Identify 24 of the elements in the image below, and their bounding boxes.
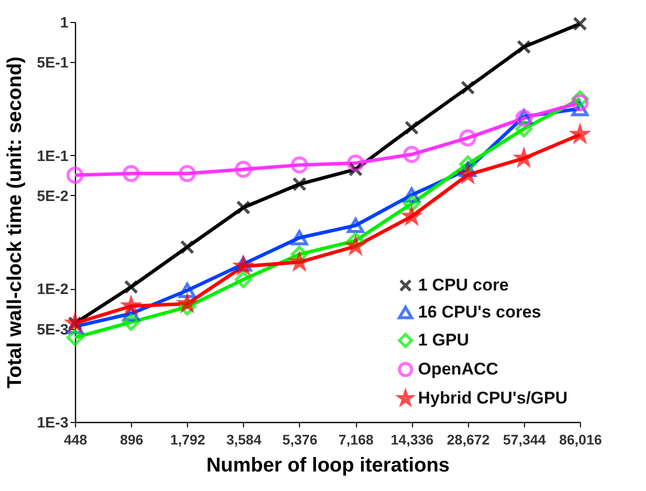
y-tick-label: 1 bbox=[60, 14, 68, 32]
x-tick-label: 28,672 bbox=[446, 432, 490, 448]
x-tick-label: 57,344 bbox=[502, 432, 546, 448]
y-tick-label: 1E-3 bbox=[36, 414, 68, 432]
legend-label: 1 CPU core bbox=[418, 276, 509, 294]
x-tick-label: 896 bbox=[120, 432, 144, 448]
y-tick-label: 5E-2 bbox=[36, 188, 68, 205]
y-tick-label: 1E-2 bbox=[36, 281, 68, 298]
legend-label: 16 CPU's cores bbox=[418, 302, 542, 322]
x-tick-label: 5,376 bbox=[282, 432, 318, 448]
legend-label: 1 GPU bbox=[418, 330, 470, 350]
x-tick-label: 448 bbox=[64, 432, 88, 448]
y-axis-title: Total wall-clock time (unit: second) bbox=[4, 56, 26, 388]
x-tick-label: 3,584 bbox=[226, 432, 262, 448]
x-axis-title: Number of loop iterations bbox=[206, 454, 450, 476]
legend-label: OpenACC bbox=[418, 360, 498, 378]
y-tick-label: 5E-1 bbox=[36, 54, 68, 72]
x-tick-label: 86,016 bbox=[559, 432, 602, 448]
x-tick-label: 1,792 bbox=[170, 432, 206, 448]
y-tick-label: 5E-3 bbox=[36, 321, 68, 338]
x-tick-label: 14,336 bbox=[390, 432, 434, 448]
y-tick-label: 1E-1 bbox=[36, 148, 68, 165]
x-tick-label: 7,168 bbox=[338, 432, 374, 448]
legend-label: Hybrid CPU's/GPU bbox=[418, 388, 568, 408]
